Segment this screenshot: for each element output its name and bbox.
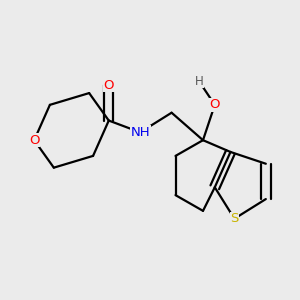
Text: O: O [29,134,39,147]
Text: O: O [209,98,220,111]
Text: S: S [230,212,238,225]
Text: NH: NH [130,126,150,139]
Text: H: H [195,75,203,88]
Text: O: O [103,79,114,92]
